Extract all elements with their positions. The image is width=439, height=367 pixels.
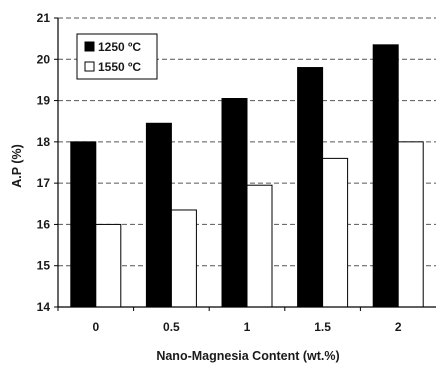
bar-series1-0.5 bbox=[146, 123, 171, 307]
legend-label-1550: 1550 ºC bbox=[98, 60, 141, 74]
bar-series2-2 bbox=[398, 142, 423, 307]
legend-label-1250: 1250 ºC bbox=[98, 40, 141, 54]
y-tick-label: 18 bbox=[37, 135, 51, 149]
x-tick-label: 1.5 bbox=[314, 320, 331, 334]
y-tick-label: 19 bbox=[37, 94, 51, 108]
x-tick-label: 0.5 bbox=[163, 320, 180, 334]
x-tick-label: 0 bbox=[92, 320, 99, 334]
y-tick-label: 14 bbox=[37, 300, 51, 314]
bars bbox=[71, 45, 423, 307]
bar-series2-0.5 bbox=[171, 210, 196, 307]
bar-series2-1.5 bbox=[323, 158, 348, 307]
y-tick-label: 15 bbox=[37, 259, 51, 273]
y-tick-label: 21 bbox=[37, 11, 51, 25]
x-tick-label: 1 bbox=[244, 320, 251, 334]
x-tick-label: 2 bbox=[395, 320, 402, 334]
y-tick-label: 17 bbox=[37, 176, 51, 190]
y-tick-label: 20 bbox=[37, 52, 51, 66]
bar-series1-2 bbox=[373, 45, 398, 307]
bar-series2-0 bbox=[96, 224, 121, 307]
bar-series1-0 bbox=[71, 142, 96, 307]
bar-series1-1 bbox=[222, 99, 247, 307]
y-axis-title: A.P (%) bbox=[10, 144, 24, 188]
y-tick-label: 16 bbox=[37, 217, 51, 231]
bar-series1-1.5 bbox=[298, 68, 323, 307]
legend: 1250 ºC 1550 ºC bbox=[77, 34, 157, 79]
x-axis-title: Nano-Magnesia Content (wt.%) bbox=[156, 349, 339, 363]
legend-swatch-1250 bbox=[85, 42, 94, 51]
legend-swatch-1550 bbox=[85, 62, 94, 71]
bar-series2-1 bbox=[247, 185, 272, 307]
